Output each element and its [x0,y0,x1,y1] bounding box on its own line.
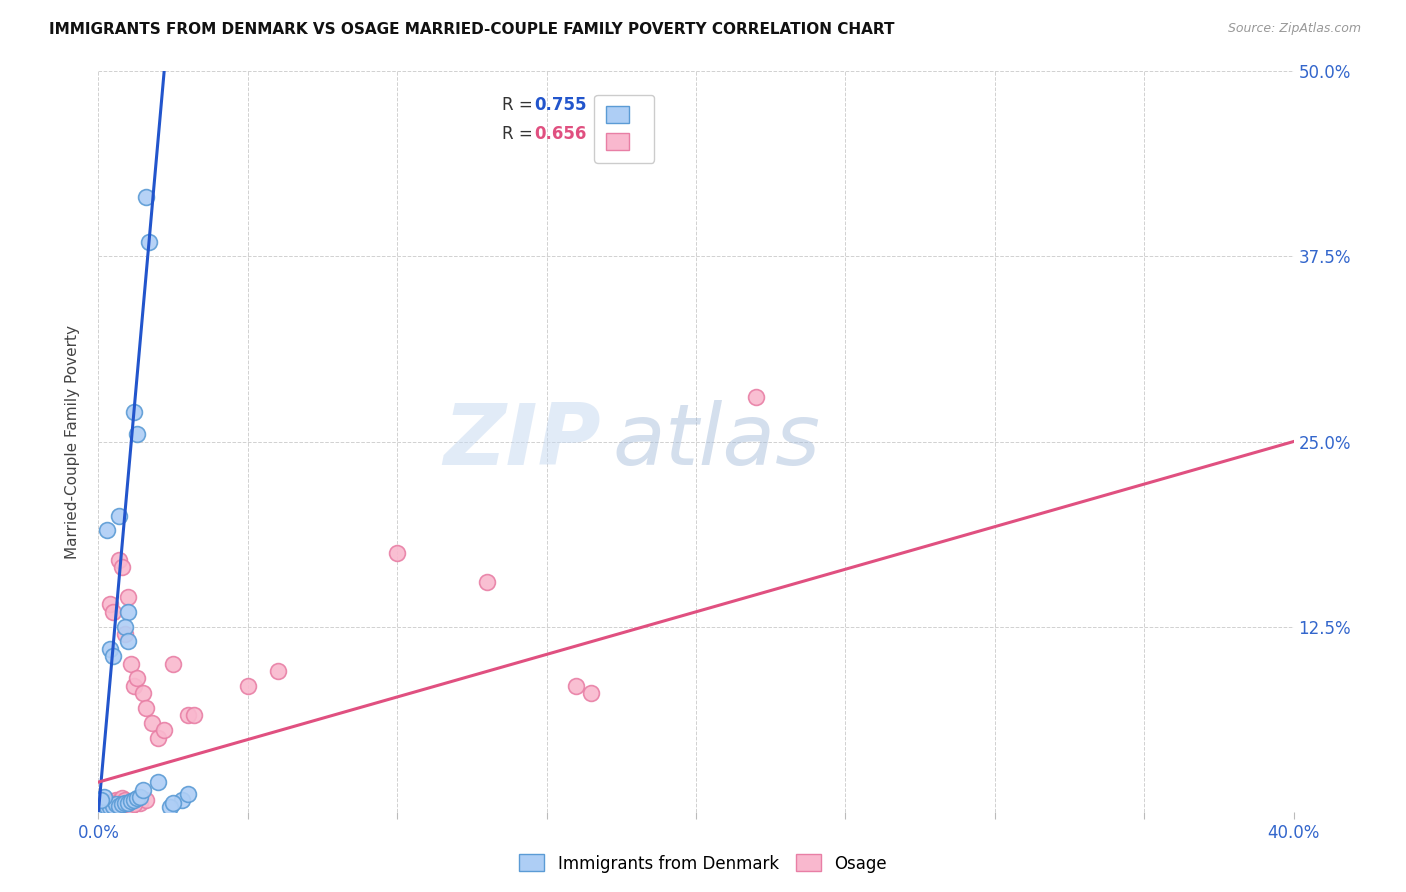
Point [132,782,155,797]
Text: R =: R = [502,125,538,143]
Point [98,598,122,612]
Point [108,798,131,813]
Point [108,508,131,523]
Point [162,657,184,671]
Point [93,798,115,813]
Point [565,679,588,693]
Point [581,686,603,700]
Point [138,235,160,249]
Point [120,798,142,813]
Point [236,679,259,693]
Point [108,794,131,808]
Text: 33: 33 [631,96,655,114]
Text: IMMIGRANTS FROM DENMARK VS OSAGE MARRIED-COUPLE FAMILY POVERTY CORRELATION CHART: IMMIGRANTS FROM DENMARK VS OSAGE MARRIED… [49,22,894,37]
Point [96,800,118,814]
Point [129,796,152,810]
Legend: , : , [595,95,654,162]
Point [745,390,768,404]
Text: atlas: atlas [613,400,820,483]
Point [135,701,157,715]
Point [124,793,146,807]
Point [148,731,170,745]
Point [114,793,136,807]
Point [114,796,136,810]
Text: Source: ZipAtlas.com: Source: ZipAtlas.com [1227,22,1361,36]
Point [90,800,112,814]
Point [475,575,498,590]
Point [90,793,112,807]
Point [177,708,200,723]
Point [103,798,125,813]
Point [93,802,115,816]
Point [117,605,139,619]
Point [177,787,200,801]
Point [98,641,122,656]
Text: 0.656: 0.656 [534,125,588,143]
Text: R =: R = [502,96,538,114]
Point [103,794,125,808]
Point [183,708,205,723]
Point [124,797,146,812]
Point [111,560,134,574]
Point [96,797,118,812]
Point [135,793,157,807]
Point [124,679,146,693]
Point [141,715,163,730]
Legend: Immigrants from Denmark, Osage: Immigrants from Denmark, Osage [513,847,893,880]
Point [90,802,112,816]
Point [127,427,149,442]
Point [129,789,152,804]
Point [117,590,139,604]
Point [120,794,142,808]
Point [127,791,149,805]
Point [93,789,115,804]
Point [117,796,139,810]
Point [117,800,139,814]
Text: N =: N = [598,125,636,143]
Y-axis label: Married-Couple Family Poverty: Married-Couple Family Poverty [65,325,80,558]
Point [172,793,194,807]
Point [148,775,170,789]
Text: ZIP: ZIP [443,400,600,483]
Point [114,619,136,633]
Point [120,657,142,671]
Point [127,672,149,686]
Point [117,634,139,648]
Point [153,723,176,738]
Point [385,546,409,560]
Text: 38: 38 [631,125,655,143]
Point [114,627,136,641]
Point [132,686,155,700]
Point [124,405,146,419]
Point [105,793,128,807]
Point [105,797,128,812]
Point [98,800,122,814]
Point [267,664,290,678]
Point [162,796,184,810]
Point [96,524,118,538]
Point [111,797,134,812]
Text: N =: N = [598,96,636,114]
Point [135,190,157,204]
Point [108,553,131,567]
Point [103,649,125,664]
Text: 0.755: 0.755 [534,96,588,114]
Point [103,605,125,619]
Point [159,800,181,814]
Point [98,796,122,810]
Point [111,791,134,805]
